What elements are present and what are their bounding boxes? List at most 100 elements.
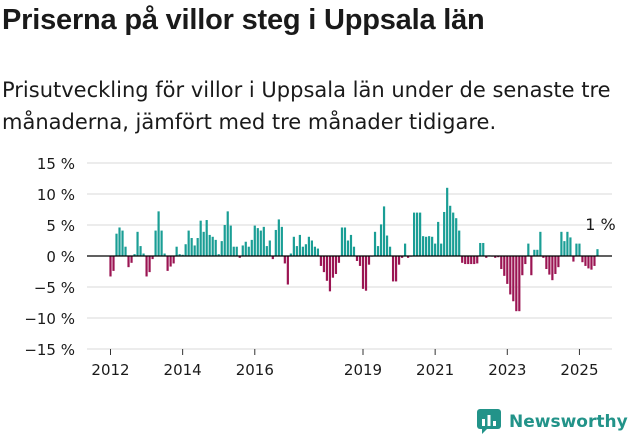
bar (211, 236, 214, 256)
bar (355, 256, 359, 261)
bar (364, 256, 368, 291)
bar (169, 256, 172, 267)
bar (461, 256, 464, 263)
bar (352, 246, 356, 256)
newsworthy-logo[interactable]: Newsworthy (476, 408, 628, 435)
bar (527, 243, 530, 256)
bar (175, 246, 178, 256)
bar (220, 241, 223, 256)
bar (217, 254, 220, 256)
bar (397, 256, 401, 265)
bar (578, 243, 581, 256)
bar (566, 231, 569, 256)
bar (361, 256, 365, 289)
bar (373, 231, 377, 256)
bar (473, 256, 476, 265)
bar (178, 254, 181, 256)
y-tick-label: −5 % (34, 279, 75, 297)
bar (277, 219, 280, 256)
bar (455, 218, 458, 256)
bar (319, 256, 323, 266)
bar-chart: −15 % −10 % −5 % 0 % 5 % 10 % 15 % 2012 2014 2016… (24, 155, 615, 379)
bar (313, 246, 317, 256)
bar (265, 246, 268, 256)
y-tick-label: 10 % (37, 186, 75, 204)
bar (482, 242, 485, 256)
bar (283, 256, 286, 264)
bar (464, 256, 467, 265)
bar (406, 256, 410, 258)
y-tick-label: 0 % (46, 248, 75, 266)
bar (298, 234, 301, 256)
bar (572, 256, 575, 262)
bar (391, 256, 395, 282)
x-tick-label: 2014 (164, 361, 202, 379)
bar (521, 256, 524, 276)
bar (385, 235, 389, 256)
bar (346, 240, 350, 256)
bar (325, 256, 329, 281)
bar (190, 238, 193, 256)
bar (536, 249, 539, 256)
bar (154, 230, 157, 256)
bar (476, 256, 479, 264)
bar (286, 256, 289, 285)
bar (563, 241, 566, 256)
bar (193, 245, 196, 256)
bar (184, 244, 187, 256)
bar (232, 246, 235, 256)
x-tick-label: 2016 (236, 361, 274, 379)
bar (208, 234, 211, 256)
bar (394, 256, 398, 282)
bar (268, 240, 271, 256)
bar (133, 254, 136, 256)
bar (262, 226, 265, 256)
bar (295, 246, 298, 256)
x-tick-label: 2023 (488, 361, 526, 379)
bar (205, 220, 208, 256)
bar (274, 229, 277, 256)
bar (452, 212, 455, 256)
bar (238, 256, 241, 258)
bar (506, 256, 509, 284)
bar (446, 187, 449, 256)
chart-title: Priserna på villor steg i Uppsala län (2, 4, 485, 36)
bar (241, 245, 244, 256)
bar (223, 225, 226, 256)
bar (503, 256, 506, 276)
bar (425, 236, 428, 256)
bar (400, 256, 404, 258)
y-tick-label: −10 % (24, 310, 75, 328)
value-annotation: 1 % (585, 215, 615, 234)
bar (358, 256, 362, 266)
bar (518, 256, 521, 312)
bar (422, 236, 425, 256)
bar (229, 225, 232, 256)
bar (139, 246, 142, 256)
bar (485, 256, 488, 258)
bar (542, 256, 545, 258)
bar (214, 239, 217, 256)
bar (163, 253, 166, 256)
bar (109, 256, 112, 277)
bar (172, 256, 175, 264)
bar (247, 246, 250, 256)
bar (440, 243, 443, 256)
bar (127, 256, 130, 268)
x-tick-label: 2021 (416, 361, 454, 379)
bar (349, 234, 353, 256)
bar (470, 256, 473, 265)
bar (157, 211, 160, 256)
bar (581, 256, 584, 263)
y-tick-label: −15 % (24, 341, 75, 359)
bar (142, 253, 145, 256)
bar (148, 256, 151, 273)
bar (388, 246, 392, 256)
bar (334, 256, 338, 274)
bar (187, 230, 190, 256)
chart-subtitle: Prisutveckling för villor i Uppsala län … (2, 78, 611, 134)
bar (560, 231, 563, 256)
bar (280, 226, 283, 256)
bar (530, 256, 533, 276)
